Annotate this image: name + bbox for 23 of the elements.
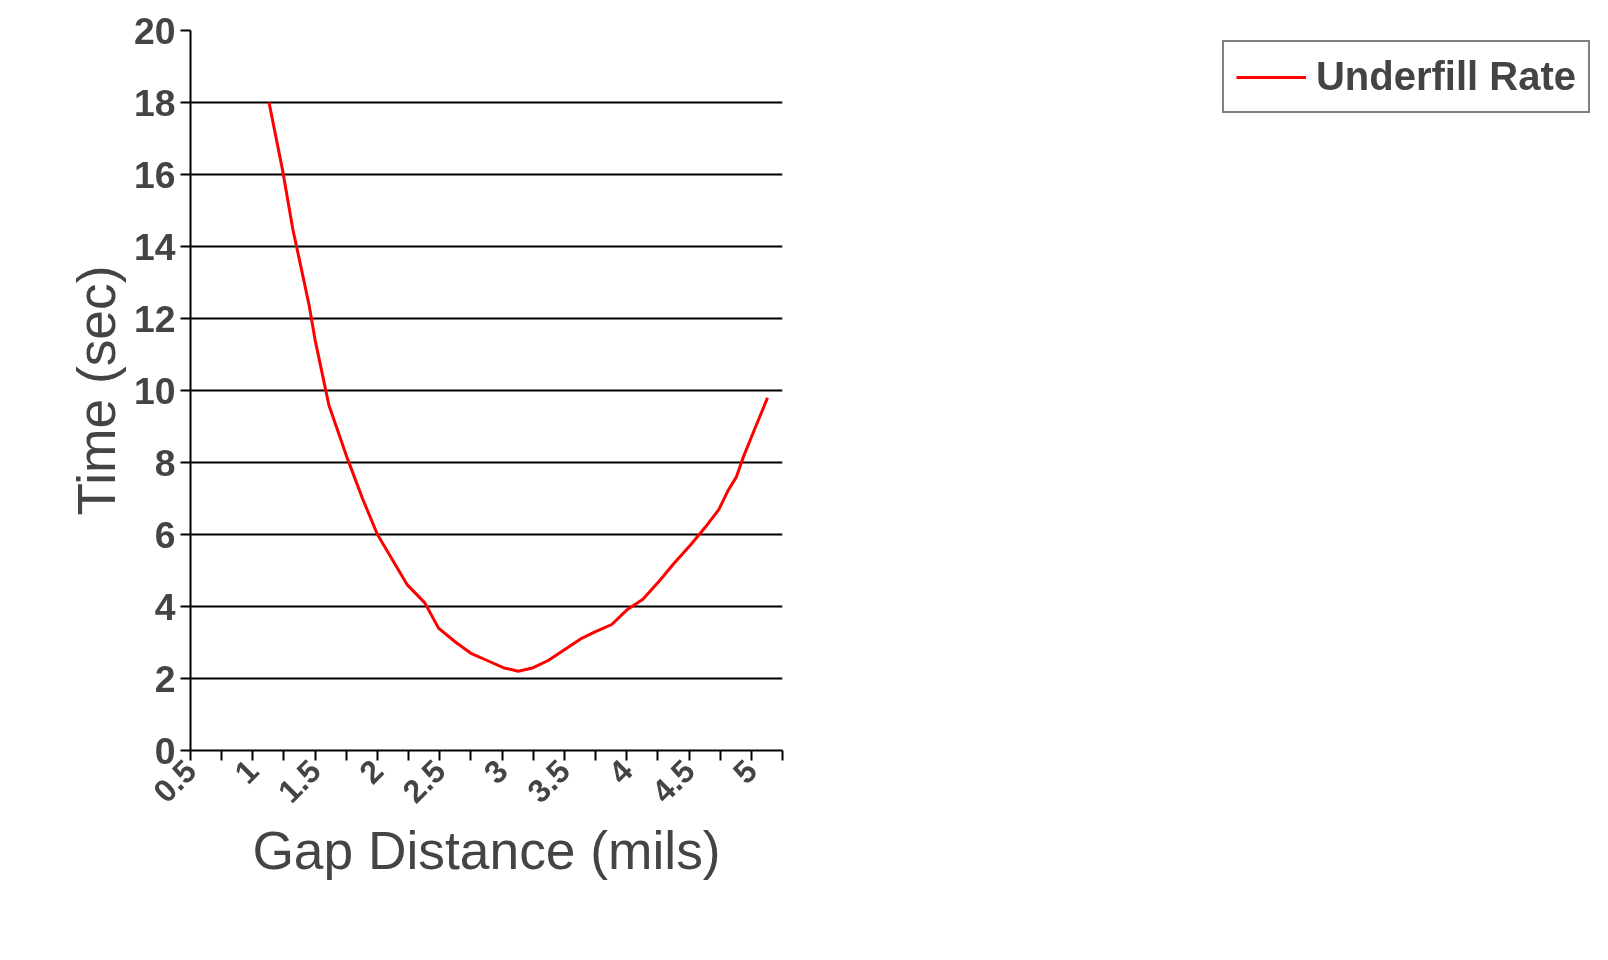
x-tick-label: 2 [352,752,391,791]
y-tick-label: 20 [133,9,176,52]
y-tick-label: 18 [133,81,176,124]
x-tick-label: 5 [726,752,765,791]
x-tick-label: 4.5 [644,752,702,810]
x-tick-label: 2.5 [395,752,453,810]
x-tick-label: 3 [476,752,515,791]
x-tick-label: 4 [601,752,640,791]
x-tick-label: 3.5 [520,752,578,810]
x-axis-title: Gap Distance (mils) [252,820,721,880]
y-tick-label: 10 [133,369,176,412]
legend-label: Underfill Rate [1315,54,1576,99]
y-tick-label: 8 [154,441,176,484]
y-tick-label: 6 [154,513,176,556]
y-tick-label: 12 [133,297,176,340]
y-axis-title: Time (sec) [66,265,126,516]
x-tick-label: 1 [227,752,266,791]
y-tick-label: 16 [133,153,176,196]
y-tick-label: 2 [154,657,176,700]
y-tick-label: 4 [154,585,176,628]
line-series [267,101,770,673]
y-tick-label: 14 [133,225,176,268]
x-tick-label: 1.5 [270,752,328,810]
